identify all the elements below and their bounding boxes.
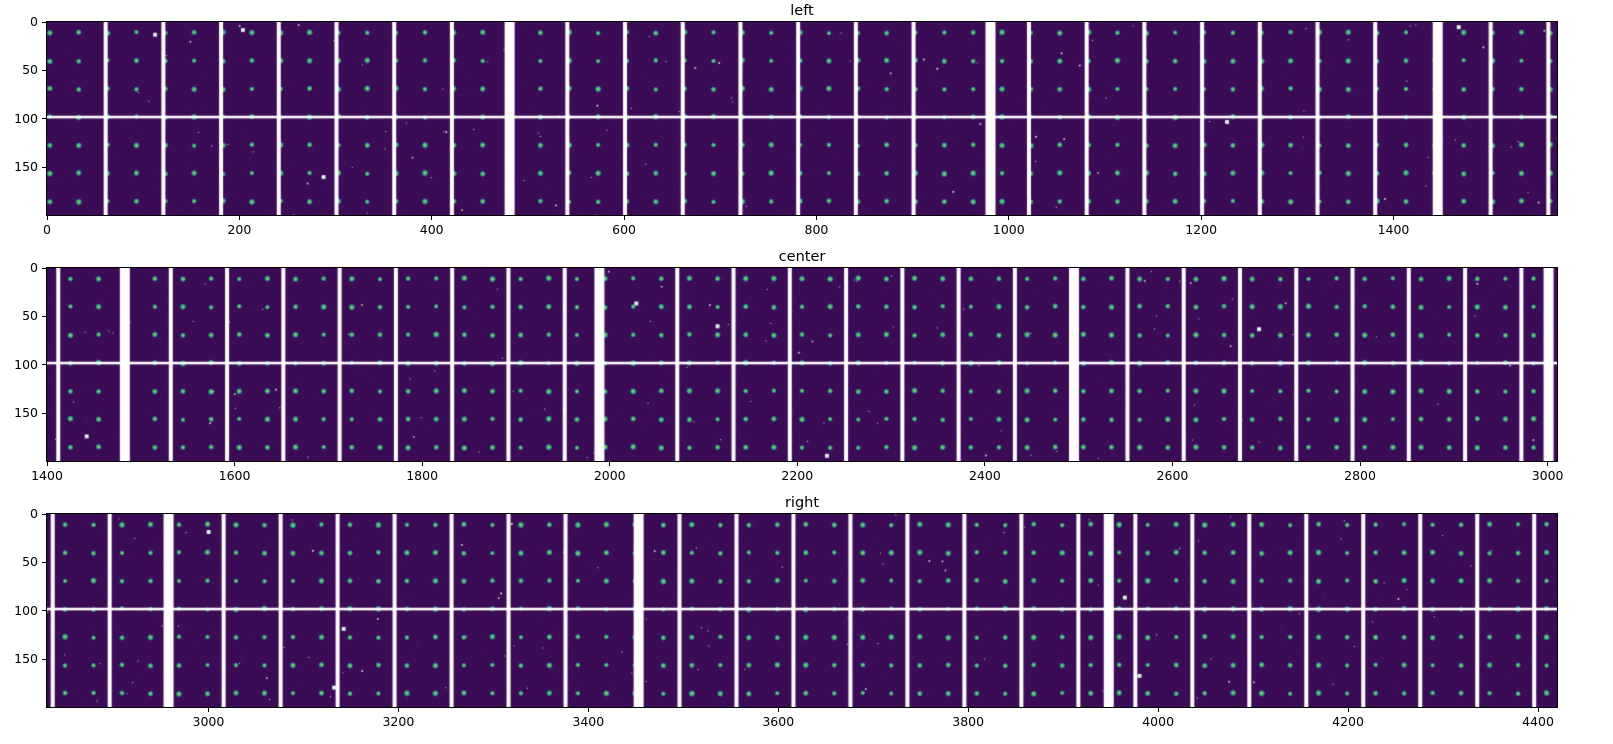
x-axis-tick xyxy=(1359,462,1361,466)
x-axis-tick xyxy=(234,462,236,466)
x-axis-tick-label: 3400 xyxy=(572,714,605,729)
y-axis-tick-label: 100 xyxy=(14,602,38,618)
y-axis-tick-label: 100 xyxy=(14,110,38,126)
x-axis-tick xyxy=(815,216,817,220)
x-axis-tick-label: 600 xyxy=(612,222,636,237)
y-axis-tick xyxy=(42,513,46,515)
y-axis-tick xyxy=(42,267,46,269)
x-axis-tick xyxy=(967,708,969,712)
x-axis-tick-label: 2400 xyxy=(968,468,1001,483)
x-axis-tick xyxy=(777,708,779,712)
x-axis-tick-label: 4400 xyxy=(1522,714,1554,729)
x-axis-tick xyxy=(1547,462,1549,466)
x-axis-tick xyxy=(1392,216,1394,220)
detector-image-left xyxy=(47,22,1557,215)
y-axis-tick xyxy=(42,561,46,563)
x-axis-tick xyxy=(1008,216,1010,220)
y-axis-tick-label: 0 xyxy=(30,260,38,275)
x-axis-tick-label: 1600 xyxy=(218,468,251,483)
x-axis-tick xyxy=(1200,216,1202,220)
x-axis-tick xyxy=(796,462,798,466)
x-axis-tick-label: 3800 xyxy=(952,714,985,729)
x-axis-tick-label: 3200 xyxy=(382,714,415,729)
y-axis-tick xyxy=(42,658,46,660)
detector-image-right xyxy=(47,514,1557,707)
y-axis-tick-label: 0 xyxy=(30,506,38,521)
x-axis-tick xyxy=(46,216,48,220)
x-axis-tick-label: 800 xyxy=(804,222,829,237)
x-axis-tick xyxy=(984,462,986,466)
x-axis-tick xyxy=(431,216,433,220)
x-axis-tick xyxy=(609,462,611,466)
y-axis-tick xyxy=(42,364,46,366)
x-axis-tick-label: 1000 xyxy=(992,222,1025,237)
y-axis-tick-label: 50 xyxy=(22,62,38,78)
x-axis-tick xyxy=(207,708,209,712)
x-axis-tick-label: 2000 xyxy=(593,468,626,483)
panel-center-plot-frame xyxy=(46,267,1558,462)
x-axis-tick xyxy=(238,216,240,220)
x-axis-tick xyxy=(421,462,423,466)
x-axis-tick-label: 0 xyxy=(43,222,51,237)
x-axis-tick-label: 400 xyxy=(419,222,444,237)
x-axis-tick-label: 1200 xyxy=(1185,222,1218,237)
x-axis-tick xyxy=(46,462,48,466)
x-axis-tick-label: 3000 xyxy=(1531,468,1564,483)
x-axis-tick-label: 3000 xyxy=(192,714,225,729)
x-axis-tick xyxy=(587,708,589,712)
x-axis-tick xyxy=(1171,462,1173,466)
x-axis-tick-label: 2600 xyxy=(1156,468,1189,483)
y-axis-tick xyxy=(42,610,46,612)
y-axis-tick xyxy=(42,412,46,414)
y-axis-tick xyxy=(42,166,46,168)
x-axis-tick xyxy=(1347,708,1349,712)
y-axis-tick-label: 50 xyxy=(22,308,38,324)
x-axis-tick-label: 4000 xyxy=(1142,714,1175,729)
x-axis-tick-label: 2800 xyxy=(1344,468,1376,483)
x-axis-tick-label: 3600 xyxy=(762,714,795,729)
x-axis-tick-label: 1400 xyxy=(31,468,63,483)
x-axis-tick-label: 1400 xyxy=(1377,222,1410,237)
x-axis-tick xyxy=(397,708,399,712)
y-axis-tick xyxy=(42,21,46,23)
y-axis-tick xyxy=(42,118,46,120)
y-axis-tick-label: 150 xyxy=(14,159,38,175)
x-axis-tick-label: 1800 xyxy=(406,468,439,483)
y-axis-tick-label: 150 xyxy=(14,651,38,667)
y-axis-tick-label: 100 xyxy=(14,356,38,372)
y-axis-tick-label: 0 xyxy=(30,14,38,29)
x-axis-tick-label: 200 xyxy=(227,222,252,237)
y-axis-tick-label: 150 xyxy=(14,405,38,421)
panel-left-plot-frame xyxy=(46,21,1558,216)
x-axis-tick-label: 4200 xyxy=(1332,714,1364,729)
x-axis-tick xyxy=(623,216,625,220)
panel-title-center: center xyxy=(778,249,826,265)
x-axis-tick-label: 2200 xyxy=(781,468,814,483)
y-axis-tick xyxy=(42,69,46,71)
panel-right-plot-frame xyxy=(46,513,1558,708)
panel-title-left: left xyxy=(790,3,814,19)
x-axis-tick xyxy=(1537,708,1539,712)
y-axis-tick-label: 50 xyxy=(22,554,38,570)
detector-image-center xyxy=(47,268,1557,461)
panel-title-right: right xyxy=(784,495,820,511)
x-axis-tick xyxy=(1157,708,1159,712)
y-axis-tick xyxy=(42,315,46,317)
